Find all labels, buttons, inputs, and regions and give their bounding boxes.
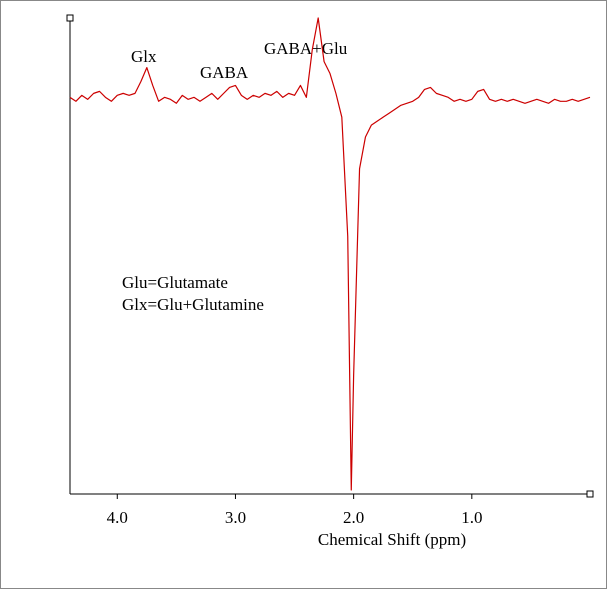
- handle: [66, 14, 74, 22]
- annotation: Glx: [131, 47, 157, 66]
- annotation: GABA: [200, 63, 249, 82]
- handle: [586, 490, 594, 498]
- x-tick-label: 1.0: [461, 508, 482, 527]
- x-axis-label: Chemical Shift (ppm): [318, 530, 466, 549]
- annotation: Glu=Glutamate: [122, 273, 228, 292]
- annotation: Glx=Glu+Glutamine: [122, 295, 264, 314]
- x-tick-label: 2.0: [343, 508, 364, 527]
- x-tick-label: 3.0: [225, 508, 246, 527]
- spectrum-line: [69, 17, 591, 491]
- x-tick-label: 4.0: [107, 508, 128, 527]
- annotation: GABA+Glu: [264, 39, 348, 58]
